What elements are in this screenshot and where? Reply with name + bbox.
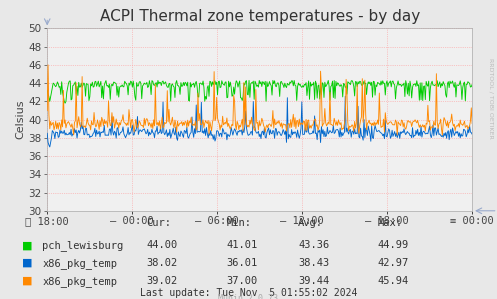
Y-axis label: Celsius: Celsius [15, 100, 26, 139]
Text: Last update: Tue Nov  5 01:55:02 2024: Last update: Tue Nov 5 01:55:02 2024 [140, 288, 357, 298]
Text: 43.36: 43.36 [298, 240, 330, 250]
Text: 38.02: 38.02 [147, 258, 178, 268]
Text: ■: ■ [22, 258, 33, 268]
Text: 42.97: 42.97 [378, 258, 409, 268]
Text: 39.02: 39.02 [147, 276, 178, 286]
Text: Munin 2.0.73: Munin 2.0.73 [219, 295, 278, 299]
Text: 44.99: 44.99 [378, 240, 409, 250]
Text: 37.00: 37.00 [226, 276, 257, 286]
Text: 39.44: 39.44 [298, 276, 330, 286]
Text: x86_pkg_temp: x86_pkg_temp [42, 258, 117, 269]
Text: 36.01: 36.01 [226, 258, 257, 268]
Text: 41.01: 41.01 [226, 240, 257, 250]
Text: 38.43: 38.43 [298, 258, 330, 268]
Text: x86_pkg_temp: x86_pkg_temp [42, 276, 117, 286]
Text: ■: ■ [22, 240, 33, 250]
Text: Avg:: Avg: [298, 218, 323, 228]
Text: ■: ■ [22, 276, 33, 286]
Title: ACPI Thermal zone temperatures - by day: ACPI Thermal zone temperatures - by day [99, 10, 420, 25]
Text: RRDTOOL / TOBI OETIKER: RRDTOOL / TOBI OETIKER [489, 58, 494, 139]
Text: Cur:: Cur: [147, 218, 171, 228]
Text: Min:: Min: [226, 218, 251, 228]
Text: 45.94: 45.94 [378, 276, 409, 286]
Text: 44.00: 44.00 [147, 240, 178, 250]
Text: pch_lewisburg: pch_lewisburg [42, 240, 123, 251]
Text: Max:: Max: [378, 218, 403, 228]
